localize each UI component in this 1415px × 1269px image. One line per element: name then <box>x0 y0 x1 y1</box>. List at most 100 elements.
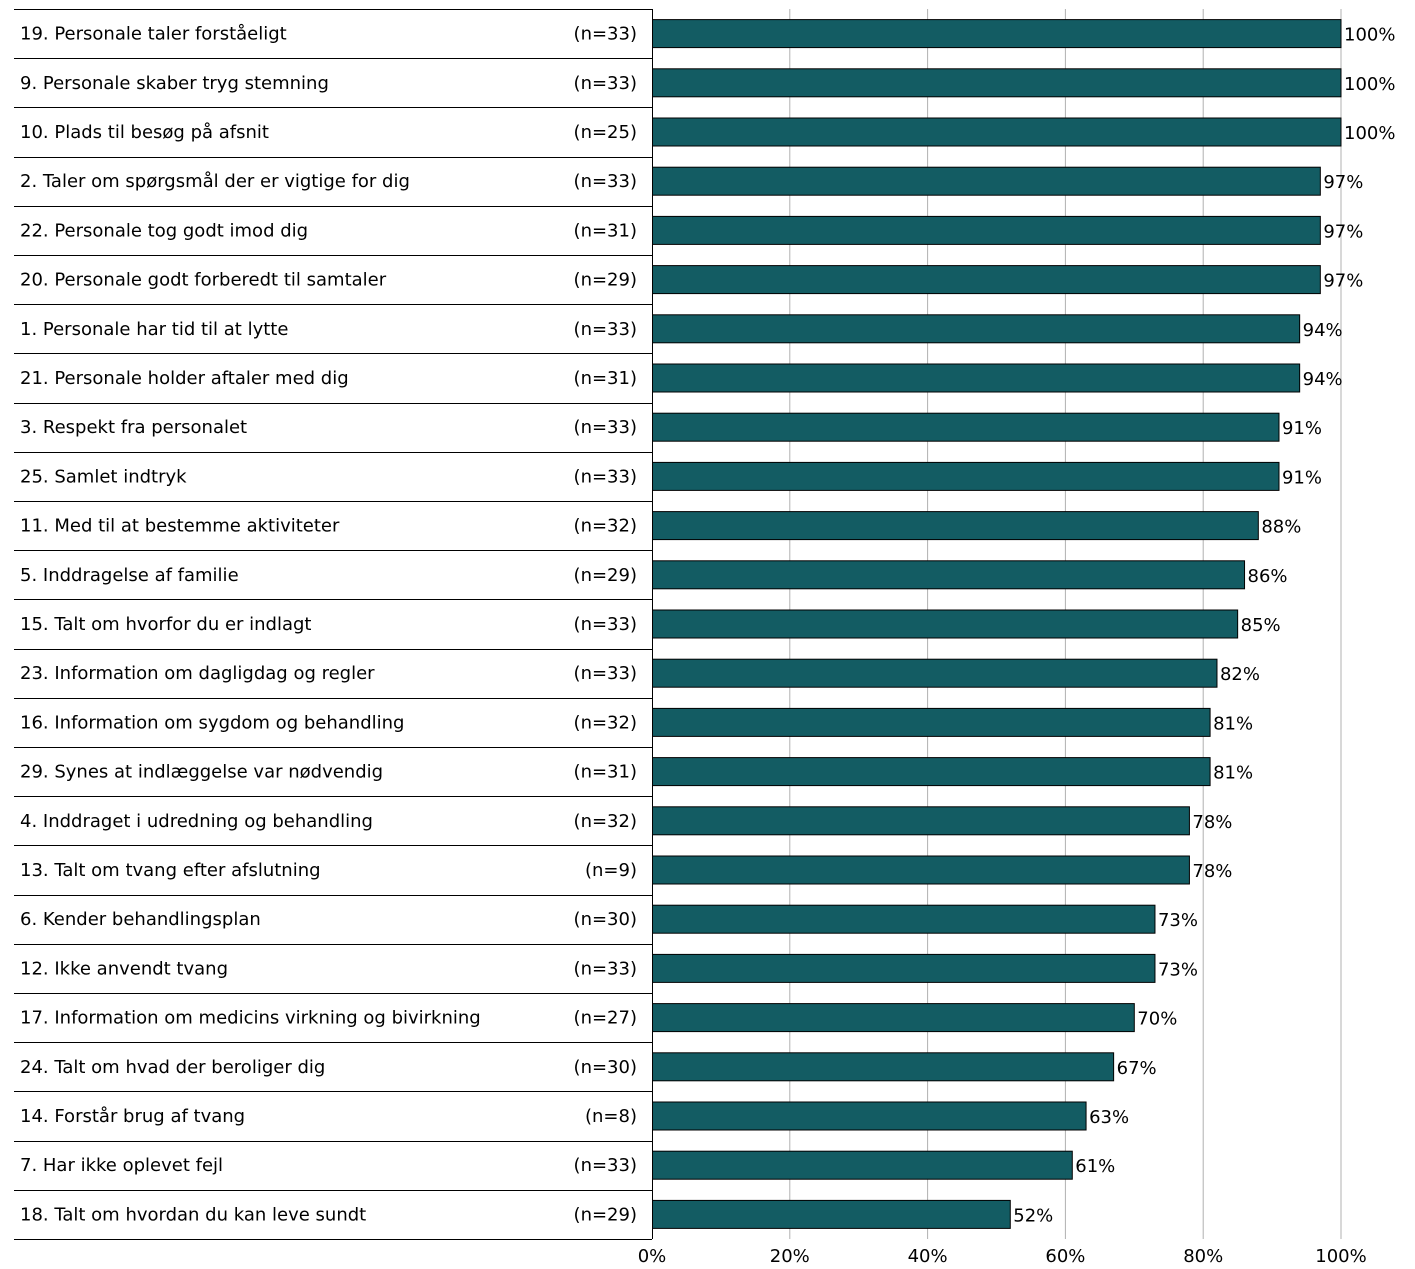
bar <box>652 806 1190 836</box>
data-label: 73% <box>1158 959 1198 980</box>
bar <box>652 215 1321 245</box>
category-label: 29. Synes at indlæggelse var nødvendig <box>20 762 383 783</box>
bar <box>652 560 1246 590</box>
data-label: 97% <box>1323 271 1363 292</box>
category-label: 25. Samlet indtryk <box>20 466 187 487</box>
table-rows: 19. Personale taler forståeligt (n=33) 9. … <box>14 9 652 1240</box>
bar <box>652 19 1342 49</box>
bar <box>652 412 1280 442</box>
data-label: 100% <box>1344 25 1395 46</box>
data-label: 100% <box>1344 74 1395 95</box>
category-label: 12. Ikke anvendt tvang <box>20 958 228 979</box>
data-label: 67% <box>1117 1058 1157 1079</box>
data-label: 97% <box>1323 172 1363 193</box>
x-tick-label: 0% <box>638 1246 667 1267</box>
category-label: 11. Med til at bestemme aktiviteter <box>20 516 340 537</box>
bar <box>652 117 1342 147</box>
data-label: 97% <box>1323 221 1363 242</box>
data-label: 52% <box>1013 1205 1053 1226</box>
data-label: 86% <box>1248 566 1288 587</box>
n-label: (n=29) <box>574 565 637 586</box>
data-label: 100% <box>1344 123 1395 144</box>
bar <box>652 1101 1087 1131</box>
category-label: 18. Talt om hvordan du kan leve sundt <box>20 1204 366 1225</box>
category-label: 1. Personale har tid til at lytte <box>20 319 288 340</box>
category-label: 23. Information om dagligdag og regler <box>20 663 375 684</box>
bar <box>652 511 1259 541</box>
category-label: 21. Personale holder aftaler med dig <box>20 368 349 389</box>
n-label: (n=33) <box>574 958 637 979</box>
n-label: (n=32) <box>574 811 637 832</box>
bar <box>652 609 1239 639</box>
bar <box>652 757 1211 787</box>
category-label: 20. Personale godt forberedt til samtale… <box>20 270 387 291</box>
category-label: 5. Inddragelse af familie <box>20 565 239 586</box>
bar <box>652 1199 1011 1229</box>
category-label: 24. Talt om hvad der beroliger dig <box>20 1057 325 1078</box>
category-label: 10. Plads til besøg på afsnit <box>20 122 269 143</box>
n-label: (n=32) <box>574 712 637 733</box>
x-tick-label: 60% <box>1045 1246 1085 1267</box>
bar <box>652 68 1342 98</box>
bar <box>652 1052 1115 1082</box>
n-label: (n=33) <box>574 614 637 635</box>
x-axis-ticks: 0% 20% 40% 60% 80% 100% <box>638 1246 1367 1267</box>
category-label: 6. Kender behandlingsplan <box>20 909 261 930</box>
n-label: (n=29) <box>574 270 637 291</box>
category-label: 22. Personale tog godt imod dig <box>20 220 308 241</box>
n-label: (n=33) <box>574 1155 637 1176</box>
n-label: (n=29) <box>574 1204 637 1225</box>
bar <box>652 265 1321 295</box>
n-label: (n=31) <box>574 368 637 389</box>
category-label: 14. Forstår brug af tvang <box>20 1106 245 1127</box>
data-label: 70% <box>1137 1009 1177 1030</box>
bar <box>652 363 1301 393</box>
bars: 100% 100% 100% 97% 97% 97% 94% 94% 91% 91% 88% 86% 8… <box>652 19 1395 1229</box>
x-tick-label: 80% <box>1183 1246 1223 1267</box>
n-label: (n=31) <box>574 762 637 783</box>
data-label: 81% <box>1213 763 1253 784</box>
category-label: 7. Har ikke oplevet fejl <box>20 1155 223 1176</box>
bar <box>652 658 1218 688</box>
bar <box>652 1150 1073 1180</box>
data-label: 88% <box>1261 517 1301 538</box>
n-label: (n=8) <box>585 1106 637 1127</box>
x-tick-label: 40% <box>908 1246 948 1267</box>
category-label: 3. Respekt fra personalet <box>20 417 247 438</box>
bar <box>652 314 1301 344</box>
bar <box>652 855 1190 885</box>
n-label: (n=33) <box>574 24 637 45</box>
data-label: 78% <box>1192 812 1232 833</box>
category-label: 2. Taler om spørgsmål der er vigtige for… <box>20 171 410 192</box>
category-label: 4. Inddraget i udredning og behandling <box>20 811 373 832</box>
x-tick-label: 100% <box>1315 1246 1366 1267</box>
bar <box>652 953 1156 983</box>
data-label: 61% <box>1075 1156 1115 1177</box>
category-label: 16. Information om sygdom og behandling <box>20 712 404 733</box>
n-label: (n=25) <box>574 122 637 143</box>
n-label: (n=33) <box>574 466 637 487</box>
data-label: 85% <box>1241 615 1281 636</box>
data-label: 94% <box>1303 369 1343 390</box>
category-label: 9. Personale skaber tryg stemning <box>20 73 329 94</box>
data-label: 78% <box>1192 861 1232 882</box>
category-label: 19. Personale taler forståeligt <box>20 24 287 45</box>
n-label: (n=27) <box>574 1008 637 1029</box>
n-label: (n=33) <box>574 171 637 192</box>
n-label: (n=33) <box>574 417 637 438</box>
n-label: (n=32) <box>574 516 637 537</box>
data-label: 81% <box>1213 713 1253 734</box>
data-label: 91% <box>1282 418 1322 439</box>
data-label: 73% <box>1158 910 1198 931</box>
n-label: (n=9) <box>585 860 637 881</box>
bar <box>652 707 1211 737</box>
n-label: (n=33) <box>574 319 637 340</box>
bar <box>652 904 1156 934</box>
data-label: 94% <box>1303 320 1343 341</box>
category-label: 17. Information om medicins virkning og … <box>20 1008 481 1029</box>
category-label: 13. Talt om tvang efter afslutning <box>20 860 321 881</box>
n-label: (n=33) <box>574 663 637 684</box>
n-label: (n=30) <box>574 1057 637 1078</box>
n-label: (n=30) <box>574 909 637 930</box>
